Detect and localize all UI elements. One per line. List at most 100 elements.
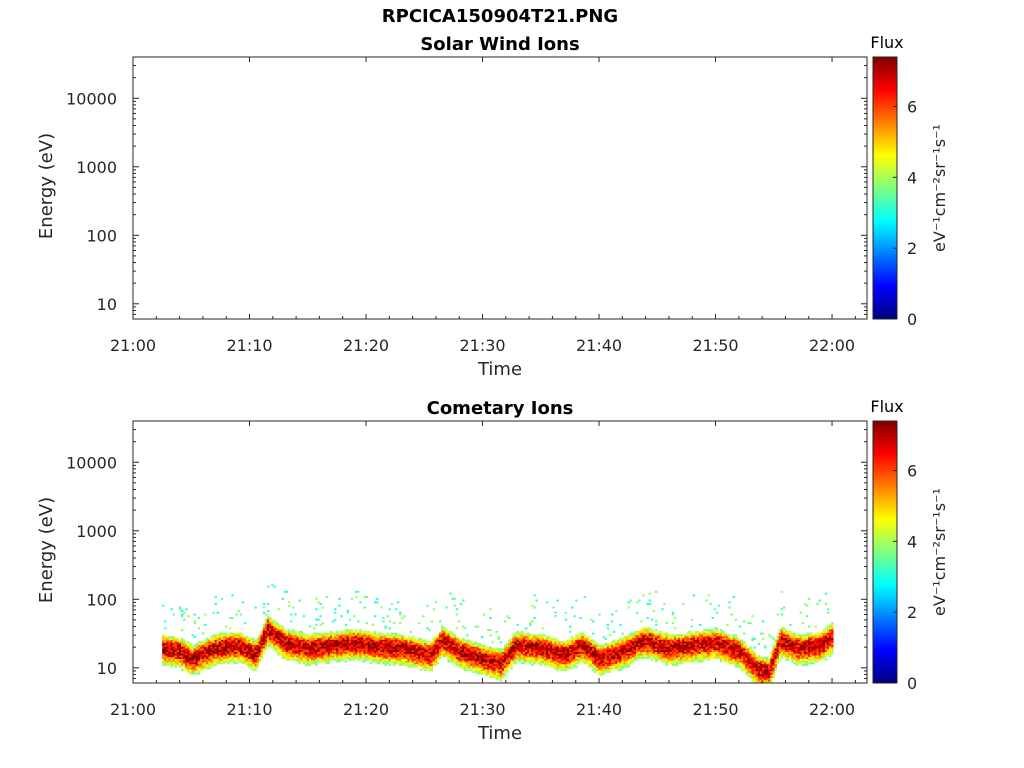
heatmap-cell	[189, 649, 192, 652]
heatmap-cell	[250, 651, 253, 654]
heatmap-cell	[411, 651, 415, 654]
heatmap-cell	[646, 655, 649, 658]
heatmap-cell	[212, 658, 215, 661]
heatmap-cell	[508, 665, 511, 668]
heatmap-cell	[162, 641, 165, 644]
heatmap-cell	[531, 637, 534, 640]
heatmap-cell	[420, 649, 423, 652]
heatmap-cell	[197, 644, 201, 647]
heatmap-cell	[487, 662, 490, 665]
heatmap-cell	[539, 636, 543, 639]
heatmap-cell	[506, 662, 509, 665]
heatmap-cell	[552, 660, 555, 663]
heatmap-cell	[453, 658, 457, 661]
heatmap-cell	[332, 639, 335, 642]
heatmap-cell	[533, 649, 536, 652]
heatmap-cell	[208, 646, 211, 649]
heatmap-cell	[407, 653, 410, 656]
heatmap-cell	[279, 643, 282, 646]
heatmap-cell	[550, 655, 553, 658]
heatmap-cell	[315, 658, 318, 661]
heatmap-cell	[367, 649, 371, 652]
heatmap-cell	[640, 636, 643, 639]
heatmap-cell	[694, 634, 698, 637]
heatmap-cell	[485, 674, 488, 677]
heatmap-cell	[589, 644, 593, 647]
heatmap-cell	[560, 646, 563, 649]
heatmap-cell	[554, 656, 557, 659]
heatmap-cell	[264, 644, 268, 647]
heatmap-cell	[503, 672, 507, 675]
heatmap-cell	[405, 651, 408, 654]
heatmap-cell	[183, 663, 186, 666]
heatmap-cell	[432, 651, 436, 654]
heatmap-cell	[613, 655, 616, 658]
heatmap-cell	[587, 646, 591, 649]
heatmap-cell	[434, 644, 438, 647]
heatmap-cell	[254, 662, 257, 665]
heatmap-cell	[489, 653, 492, 656]
heatmap-cell	[195, 672, 199, 675]
heatmap-cell	[183, 649, 186, 652]
heatmap-cell	[189, 656, 192, 659]
heatmap-cell	[445, 643, 448, 646]
heatmap-cell	[633, 634, 637, 637]
heatmap-cell	[273, 644, 276, 647]
heatmap-cell	[625, 660, 628, 663]
figure-title: RPCICA150904T21.PNG	[381, 6, 619, 27]
heatmap-cell	[388, 644, 392, 647]
heatmap-cell	[633, 644, 637, 647]
heatmap-cell	[707, 641, 710, 644]
heatmap-cell	[623, 644, 626, 647]
heatmap-cell	[535, 644, 538, 647]
heatmap-cell	[650, 639, 654, 642]
heatmap-cell	[642, 637, 645, 640]
heatmap-cell	[682, 637, 685, 640]
heatmap-cell	[506, 651, 509, 654]
heatmap-cell	[178, 651, 182, 654]
heatmap-cell	[390, 636, 394, 639]
heatmap-cell	[300, 646, 303, 649]
heatmap-cell	[176, 646, 180, 649]
heatmap-cell	[174, 656, 178, 659]
heatmap-cell	[464, 639, 467, 642]
heatmap-cell	[189, 662, 192, 665]
heatmap-cell	[604, 651, 608, 654]
heatmap-cell	[415, 660, 419, 663]
heatmap-cell	[711, 644, 714, 647]
heatmap-cell	[352, 615, 356, 618]
heatmap-cell	[199, 651, 203, 654]
heatmap-cell	[325, 651, 329, 654]
heatmap-cell	[646, 646, 649, 649]
heatmap-cell	[441, 636, 444, 639]
heatmap-cell	[554, 646, 557, 649]
heatmap-cell	[495, 672, 498, 675]
heatmap-cell	[455, 627, 459, 630]
heatmap-cell	[644, 649, 647, 652]
heatmap-cell	[225, 643, 228, 646]
heatmap-cell	[707, 643, 710, 646]
heatmap-cell	[344, 634, 347, 637]
heatmap-cell	[466, 641, 469, 644]
heatmap-cell	[568, 667, 572, 670]
heatmap-cell	[617, 658, 620, 661]
heatmap-cell	[441, 655, 444, 658]
heatmap-cell	[654, 655, 658, 658]
heatmap-cell	[162, 604, 165, 607]
heatmap-cell	[218, 653, 222, 656]
heatmap-cell	[357, 649, 360, 652]
heatmap-cell	[369, 651, 373, 654]
heatmap-cell	[218, 634, 222, 637]
heatmap-cell	[392, 651, 396, 654]
heatmap-cell	[403, 655, 406, 658]
heatmap-cell	[222, 637, 226, 640]
heatmap-cell	[201, 641, 205, 644]
heatmap-cell	[556, 667, 559, 670]
heatmap-cell	[187, 655, 190, 658]
heatmap-cell	[227, 646, 230, 649]
heatmap-cell	[455, 663, 459, 666]
heatmap-cell	[344, 632, 347, 635]
heatmap-cell	[554, 653, 557, 656]
heatmap-cell	[474, 662, 477, 665]
heatmap-cell	[489, 616, 492, 619]
